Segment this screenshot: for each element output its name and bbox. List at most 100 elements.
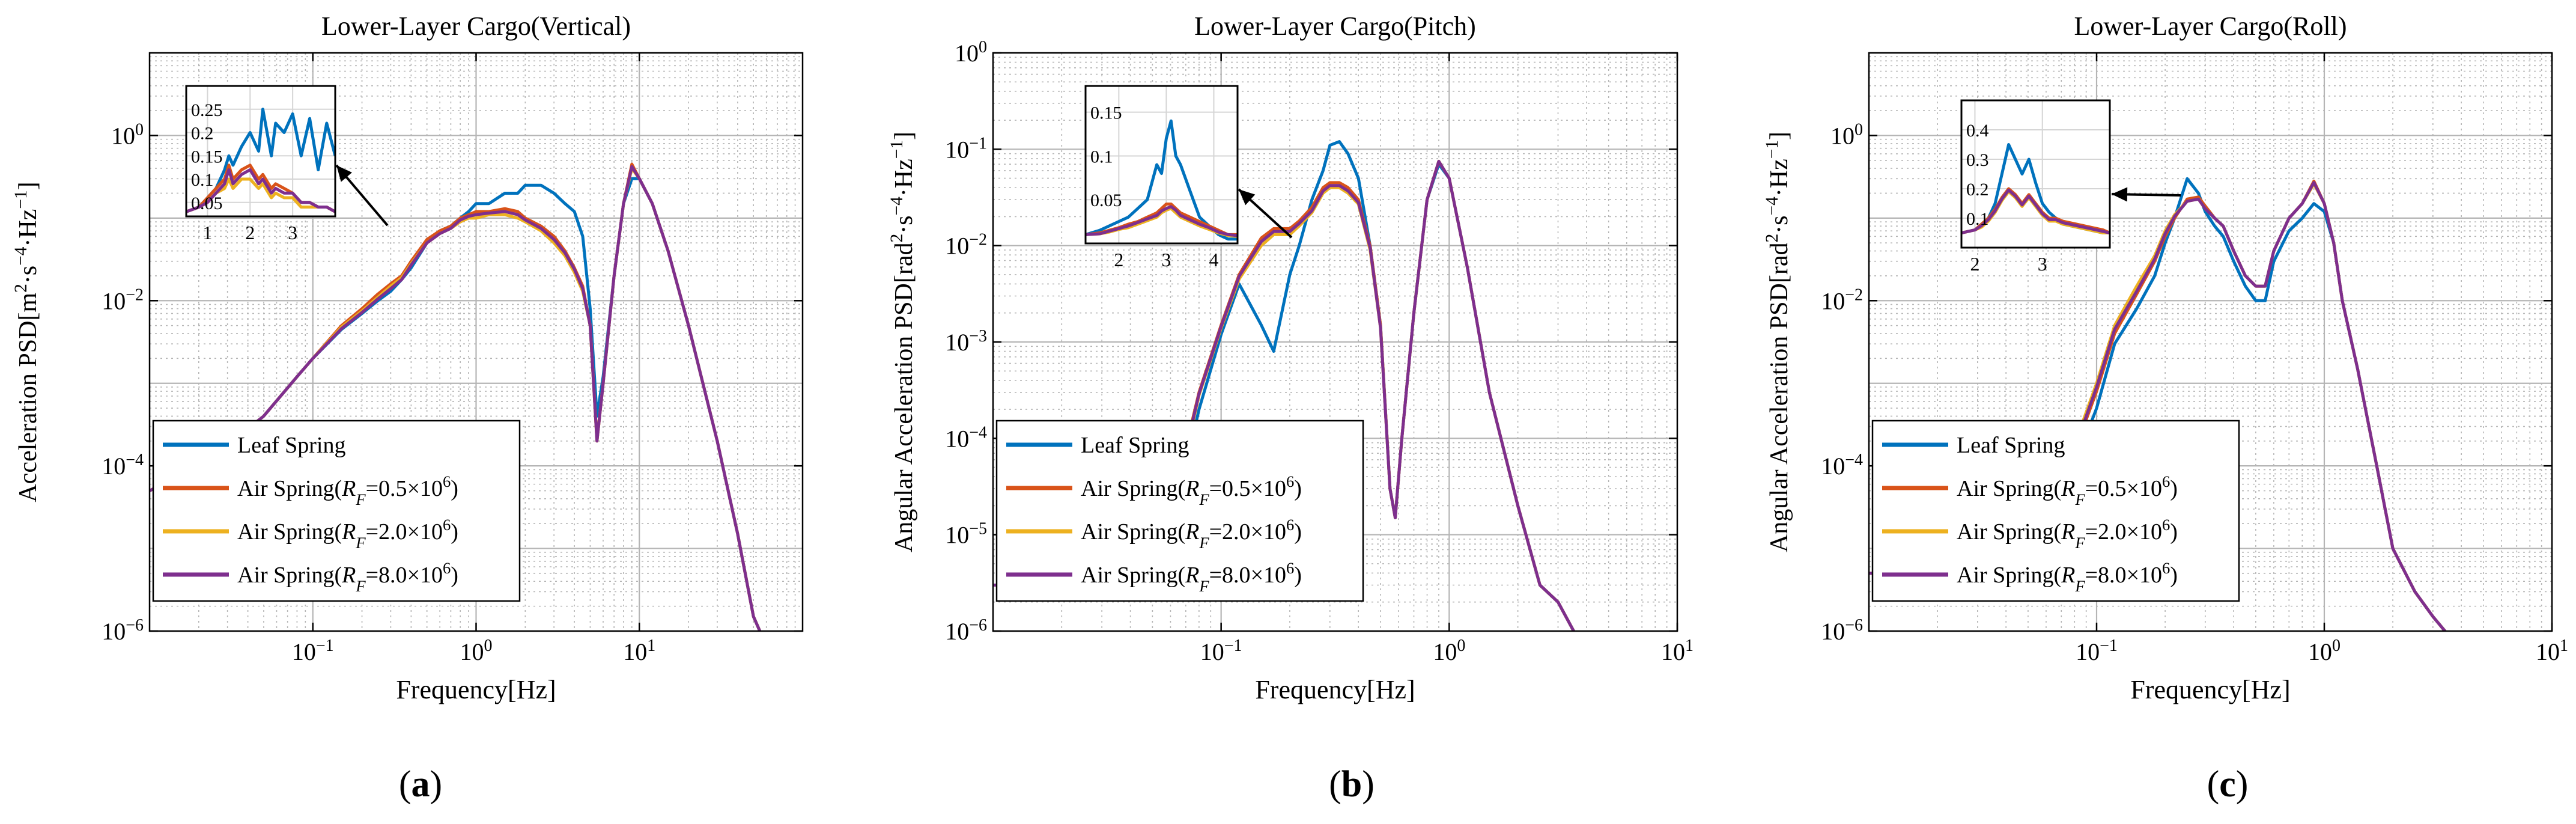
- legend-close: ): [451, 519, 458, 545]
- legend-r-sub: F: [1198, 490, 1209, 508]
- panel-label: (a): [399, 764, 442, 805]
- legend-box: [995, 420, 1364, 602]
- legend-air-prefix: Air Spring(: [1957, 476, 2061, 501]
- legend-label-air20: Air Spring(RF=2.0×106): [1081, 516, 1302, 552]
- x-tick-label: 10−1: [292, 636, 334, 666]
- legend-times: ×10: [2127, 476, 2162, 501]
- x-axis-label: Frequency[Hz]: [1255, 675, 1415, 704]
- panel-label-letter: c: [2219, 764, 2236, 805]
- y-tick-exp: 0: [135, 120, 144, 139]
- legend-r-sub: F: [355, 490, 366, 508]
- y-tick-label: 10−2: [1821, 285, 1863, 315]
- x-tick-exp: −1: [1224, 636, 1242, 655]
- legend-exp: 6: [2162, 472, 2170, 490]
- chart-title: Lower-Layer Cargo(Vertical): [321, 11, 631, 41]
- x-tick-base: 10: [460, 638, 484, 665]
- y-tick-base: 10: [1830, 122, 1855, 149]
- legend-label-air80: Air Spring(RF=8.0×106): [237, 559, 458, 595]
- legend-close: ): [451, 563, 458, 588]
- legend-box: [1871, 420, 2240, 602]
- x-tick-base: 10: [1661, 638, 1685, 665]
- ylabel-main: Angular Acceleration PSD[rad: [890, 243, 918, 553]
- y-tick-base: 10: [945, 618, 969, 645]
- legend-value: =0.5: [1209, 476, 1251, 501]
- x-tick-base: 10: [1433, 638, 1457, 665]
- inset-x-tick-label: 1: [202, 222, 212, 243]
- inset-y-tick-label: 0.1: [191, 170, 214, 190]
- legend-air-prefix: Air Spring(: [1957, 519, 2061, 545]
- legend-exp: 6: [1286, 559, 1294, 577]
- y-tick-exp: −2: [969, 230, 987, 249]
- legend-r: R: [1185, 476, 1199, 501]
- x-tick-label: 100: [1433, 636, 1465, 666]
- y-tick-exp: 0: [1855, 120, 1863, 139]
- inset-x-tick-label: 2: [1114, 249, 1123, 270]
- x-tick-label: 101: [1661, 636, 1694, 666]
- inset: 1 2 3 0.25 0.2 0.15 0.1 0.05: [185, 85, 336, 243]
- ylabel-end: ]: [14, 182, 42, 190]
- y-tick-base: 10: [1821, 287, 1845, 314]
- y-tick-base: 10: [1821, 453, 1845, 480]
- inset-series-line-air80: [1086, 205, 1238, 237]
- legend-label-air05: Air Spring(RF=0.5×106): [1081, 472, 1302, 508]
- y-tick-exp: −2: [126, 285, 144, 304]
- y-tick-exp: −6: [1845, 616, 1863, 635]
- legend-value: =2.0: [366, 519, 407, 545]
- y-tick-exp: −2: [1845, 285, 1863, 304]
- x-tick-label: 10−1: [1200, 636, 1242, 666]
- legend-close: ): [2170, 476, 2178, 501]
- legend-r: R: [1185, 563, 1199, 588]
- legend-times: ×10: [1251, 476, 1286, 501]
- y-tick-label: 100: [111, 120, 144, 150]
- x-tick-label: 101: [2536, 636, 2568, 666]
- legend-box: [152, 420, 521, 602]
- y-tick-label: 10−1: [945, 134, 987, 163]
- arrow-head: [2112, 187, 2128, 202]
- legend-label-air05: Air Spring(RF=0.5×106): [237, 472, 458, 508]
- panel-label-open: (: [1329, 764, 1341, 805]
- legend-close: ): [1294, 563, 1302, 588]
- x-tick-exp: 0: [1457, 636, 1465, 655]
- y-tick-exp: −3: [969, 327, 987, 346]
- y-tick-label: 10−4: [102, 451, 144, 480]
- legend-label-leaf: Leaf Spring: [1081, 433, 1189, 458]
- legend-value: =0.5: [366, 476, 407, 501]
- y-tick-base: 10: [945, 425, 969, 452]
- x-axis-label: Frequency[Hz]: [2130, 675, 2290, 704]
- y-tick-label: 10−4: [1821, 451, 1863, 480]
- inset-y-tick-label: 0.05: [1090, 191, 1122, 210]
- ylabel-sup: −4: [11, 246, 31, 266]
- ylabel-mid: ·s: [1766, 215, 1793, 233]
- x-tick-exp: 0: [2332, 636, 2341, 655]
- inset-arrow: [1238, 188, 1293, 239]
- series-line-air80: [993, 159, 1576, 631]
- x-tick-label: 100: [2308, 636, 2341, 666]
- inset-x-tick-label: 3: [2038, 253, 2047, 275]
- y-tick-base: 10: [945, 233, 969, 260]
- ylabel-mid: ·s: [890, 215, 918, 233]
- inset-y-tick-label: 0.15: [1090, 103, 1122, 123]
- series-line-air80: [1869, 181, 2447, 631]
- y-tick-label: 10−5: [945, 519, 987, 549]
- ylabel-sup: −4: [887, 197, 907, 216]
- y-tick-exp: −1: [969, 134, 987, 153]
- inset-y-tick-label: 0.3: [1966, 150, 1989, 170]
- legend-r: R: [2061, 519, 2075, 545]
- series-group: [150, 162, 762, 631]
- axes-frame: [1868, 52, 2553, 632]
- inset-frame: [185, 85, 336, 218]
- legend-value: =2.0: [1209, 519, 1251, 545]
- inset-series-group: [1961, 143, 2110, 234]
- y-tick-exp: −6: [969, 616, 987, 635]
- y-tick-base: 10: [111, 122, 135, 149]
- legend-times: ×10: [2127, 563, 2162, 588]
- x-tick-base: 10: [2076, 638, 2100, 665]
- y-tick-label: 10−2: [102, 285, 144, 315]
- inset-y-tick-label: 0.4: [1966, 121, 1989, 141]
- x-tick-exp: −1: [2100, 636, 2118, 655]
- panel-label-letter: a: [412, 764, 430, 805]
- ylabel-sup: −4: [1763, 197, 1782, 216]
